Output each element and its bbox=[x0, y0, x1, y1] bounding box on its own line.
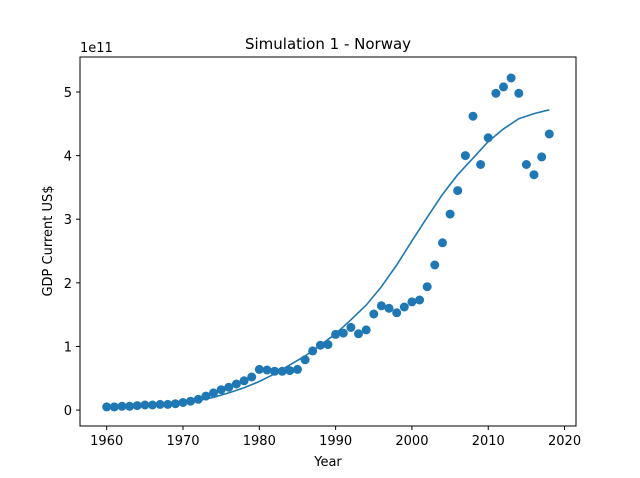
y-tick-label: 4 bbox=[64, 150, 72, 165]
data-point bbox=[354, 329, 363, 339]
data-point bbox=[231, 379, 241, 389]
data-point bbox=[125, 401, 135, 411]
data-point bbox=[392, 308, 402, 318]
data-point bbox=[438, 238, 447, 248]
data-point bbox=[247, 372, 257, 382]
y-axis-label: GDP Current US$ bbox=[41, 185, 56, 296]
data-point bbox=[460, 151, 470, 161]
x-tick-label: 1960 bbox=[90, 434, 123, 449]
x-tick-label: 2010 bbox=[472, 434, 505, 449]
y-offset-label: 1e11 bbox=[80, 41, 113, 56]
y-tick-label: 1 bbox=[64, 340, 72, 355]
data-point bbox=[132, 401, 142, 411]
data-point bbox=[270, 366, 280, 376]
data-point bbox=[170, 399, 180, 409]
data-point bbox=[201, 391, 211, 401]
y-tick-label: 5 bbox=[64, 86, 72, 101]
data-point bbox=[102, 402, 112, 412]
data-point bbox=[315, 340, 325, 350]
data-point bbox=[422, 282, 432, 292]
data-point bbox=[361, 325, 371, 335]
data-point bbox=[514, 88, 524, 98]
data-point bbox=[453, 186, 463, 196]
data-point bbox=[521, 160, 531, 169]
data-point bbox=[483, 133, 493, 143]
chart-title: Simulation 1 - Norway bbox=[245, 35, 411, 53]
data-point bbox=[468, 111, 478, 121]
data-point bbox=[491, 88, 501, 98]
x-axis-ticks: 1960 1970 1980 1990 2000 2010 2020 bbox=[90, 426, 581, 449]
data-point bbox=[277, 366, 287, 376]
data-point bbox=[445, 209, 455, 219]
data-point bbox=[300, 355, 310, 365]
data-point bbox=[224, 382, 234, 392]
data-point bbox=[499, 82, 508, 92]
data-point bbox=[254, 364, 264, 374]
data-point bbox=[140, 400, 150, 410]
data-point bbox=[529, 170, 539, 180]
data-point bbox=[308, 346, 318, 356]
data-point bbox=[476, 160, 486, 169]
data-point bbox=[209, 388, 218, 398]
data-point bbox=[163, 399, 173, 409]
y-axis-ticks: 0 1 2 3 4 5 bbox=[64, 86, 80, 419]
data-point bbox=[376, 301, 386, 311]
data-point bbox=[239, 376, 249, 386]
y-tick-label: 0 bbox=[64, 404, 72, 419]
x-tick-label: 2020 bbox=[548, 434, 581, 449]
data-point bbox=[178, 398, 188, 407]
data-point bbox=[193, 394, 203, 404]
data-point bbox=[155, 399, 165, 409]
data-point bbox=[407, 297, 417, 307]
data-point bbox=[148, 400, 157, 410]
x-axis-label: Year bbox=[313, 455, 342, 470]
data-point bbox=[109, 402, 119, 412]
data-point bbox=[369, 309, 379, 319]
x-tick-label: 1970 bbox=[166, 434, 199, 449]
x-tick-label: 1980 bbox=[243, 434, 276, 449]
y-tick-label: 2 bbox=[64, 277, 72, 292]
data-point bbox=[384, 303, 394, 313]
data-point bbox=[186, 396, 196, 406]
x-tick-label: 1990 bbox=[319, 434, 352, 449]
data-point bbox=[338, 328, 348, 338]
scatter-points-layer bbox=[102, 73, 554, 412]
data-point bbox=[117, 401, 127, 411]
y-tick-label: 3 bbox=[64, 213, 72, 228]
data-point bbox=[506, 73, 516, 83]
data-point bbox=[544, 129, 554, 139]
data-point bbox=[331, 329, 341, 339]
data-point bbox=[293, 364, 302, 374]
data-point bbox=[346, 322, 356, 332]
data-point bbox=[415, 295, 425, 305]
data-point bbox=[430, 260, 440, 270]
plot-frame bbox=[79, 56, 577, 427]
data-point bbox=[285, 366, 295, 376]
data-point bbox=[262, 365, 272, 375]
data-point bbox=[537, 152, 547, 162]
data-point bbox=[216, 385, 226, 395]
x-tick-label: 2000 bbox=[395, 434, 428, 449]
data-point bbox=[323, 340, 333, 350]
data-point bbox=[399, 302, 409, 312]
